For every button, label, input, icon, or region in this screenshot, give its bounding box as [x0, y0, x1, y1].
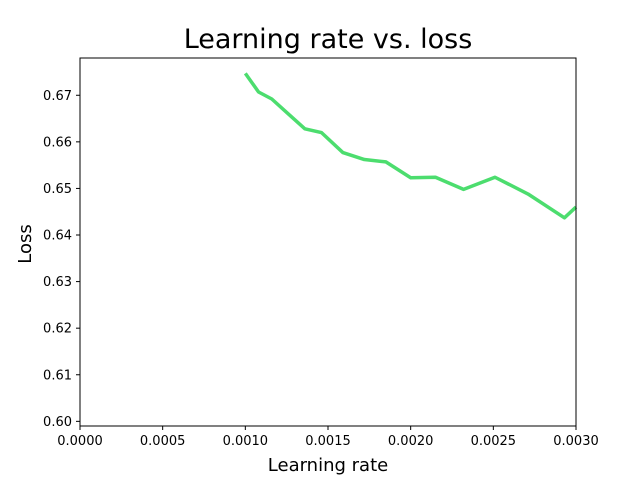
y-tick-label: 0.66 — [43, 135, 72, 150]
x-tick-label: 0.0005 — [140, 434, 186, 449]
y-axis-label: Loss — [15, 224, 36, 263]
plot-frame — [79, 57, 577, 427]
plot-area — [79, 57, 578, 427]
y-tick-label: 0.65 — [43, 182, 72, 197]
y-tick-label: 0.63 — [43, 275, 72, 290]
x-tick-label: 0.0015 — [305, 434, 351, 449]
x-tick-label: 0.0030 — [553, 434, 599, 449]
x-axis-label: Learning rate — [268, 455, 388, 476]
y-tick-label: 0.60 — [43, 415, 72, 430]
series-line-0 — [243, 72, 578, 220]
y-tick-label: 0.61 — [43, 368, 72, 383]
x-tick-label: 0.0000 — [57, 434, 103, 449]
y-tick-label: 0.64 — [43, 229, 72, 244]
chart-title: Learning rate vs. loss — [184, 24, 473, 55]
y-axis: 0.60 0.61 0.62 0.63 0.64 0.65 0.66 0.67 — [43, 89, 80, 430]
y-tick-label: 0.62 — [43, 322, 72, 337]
x-tick-label: 0.0025 — [471, 434, 517, 449]
y-tick-label: 0.67 — [43, 89, 72, 104]
x-tick-label: 0.0020 — [388, 434, 434, 449]
x-axis: 0.0000 0.0005 0.0010 0.0015 0.0020 0.0025 0.00… — [57, 426, 599, 449]
x-tick-label: 0.0010 — [223, 434, 269, 449]
